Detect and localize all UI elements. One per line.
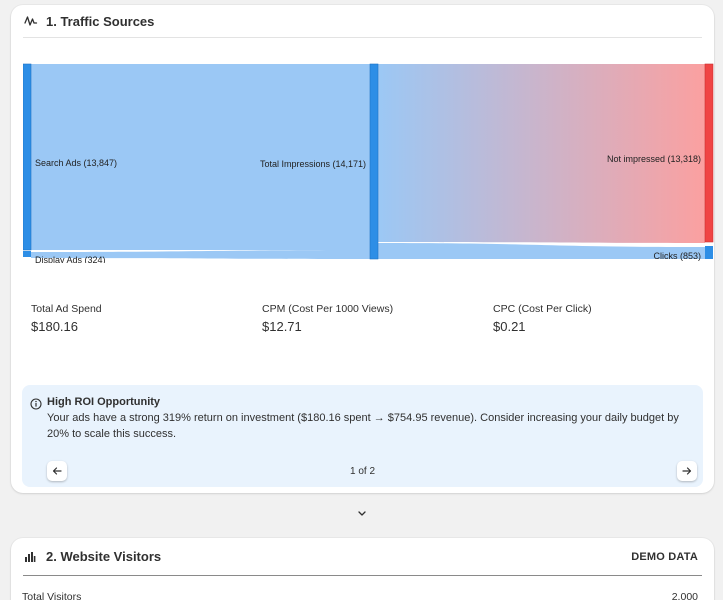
stat-label: Total Visitors (22, 591, 82, 600)
insight-text: Your ads have a strong 319% return on in… (47, 412, 679, 440)
node-display-ads (23, 251, 31, 257)
node-total-impressions (369, 63, 379, 260)
next-insight-button[interactable] (677, 461, 697, 481)
metric-value: $0.21 (493, 319, 526, 334)
metric-value: $180.16 (31, 319, 78, 334)
node-clicks (705, 246, 713, 259)
pager-label: 1 of 2 (349, 466, 376, 477)
stat-row: Total Visitors 2,000 (22, 591, 698, 600)
section-title: 1. Traffic Sources (46, 13, 155, 29)
label-total-impressions: Total Impressions (14,171) (260, 159, 366, 169)
node-not-impressed (704, 63, 714, 243)
link-display-to-impressions (31, 250, 370, 259)
info-circle-icon (30, 397, 42, 410)
demo-data-badge: DEMO DATA (631, 550, 698, 563)
insight-banner: High ROI Opportunity Your ads have a str… (22, 385, 703, 487)
metric-label: CPM (Cost Per 1000 Views) (262, 303, 394, 315)
metric-label: Total Ad Spend (31, 303, 102, 315)
metric-cpm: CPM (Cost Per 1000 Views) $12.71 (262, 303, 393, 334)
label-clicks: Clicks (853) (653, 251, 701, 261)
section-title: 2. Website Visitors (46, 549, 162, 564)
card-header: 1. Traffic Sources (23, 5, 702, 38)
label-search-ads: Search Ads (13,847) (35, 158, 117, 168)
traffic-sources-card: 1. Traffic Sources Search Ads (13,847) (11, 5, 714, 493)
link-impressions-to-clicks (377, 243, 705, 259)
metric-total-ad-spend: Total Ad Spend $180.16 (31, 303, 102, 334)
chevron-down-icon (358, 510, 366, 516)
metric-value: $12.71 (262, 319, 302, 334)
metric-cpc: CPC (Cost Per Click) $0.21 (493, 303, 592, 334)
traffic-sankey-chart: Search Ads (13,847) Display Ads (324) To… (23, 63, 715, 263)
collapse-toggle-button[interactable] (356, 508, 368, 518)
website-visitors-card: 2. Website Visitors DEMO DATA Total Visi… (11, 538, 714, 600)
label-display-ads: Display Ads (324) (35, 255, 106, 263)
previous-insight-button[interactable] (47, 461, 67, 481)
arrow-left-icon (52, 467, 62, 475)
link-impressions-to-notimpressed (377, 64, 705, 243)
activity-line-icon (24, 14, 38, 28)
insight-title: High ROI Opportunity (47, 396, 161, 408)
arrow-right-icon (682, 467, 692, 475)
label-not-impressed: Not impressed (13,318) (607, 154, 701, 164)
metric-label: CPC (Cost Per Click) (493, 303, 592, 315)
node-search-ads (23, 63, 32, 251)
card-header: 2. Website Visitors DEMO DATA (23, 538, 702, 576)
bar-chart-icon (24, 550, 38, 564)
stat-value: 2,000 (671, 591, 698, 600)
metrics-row: Total Ad Spend $180.16 CPM (Cost Per 100… (31, 303, 711, 343)
link-search-to-impressions (31, 64, 370, 250)
